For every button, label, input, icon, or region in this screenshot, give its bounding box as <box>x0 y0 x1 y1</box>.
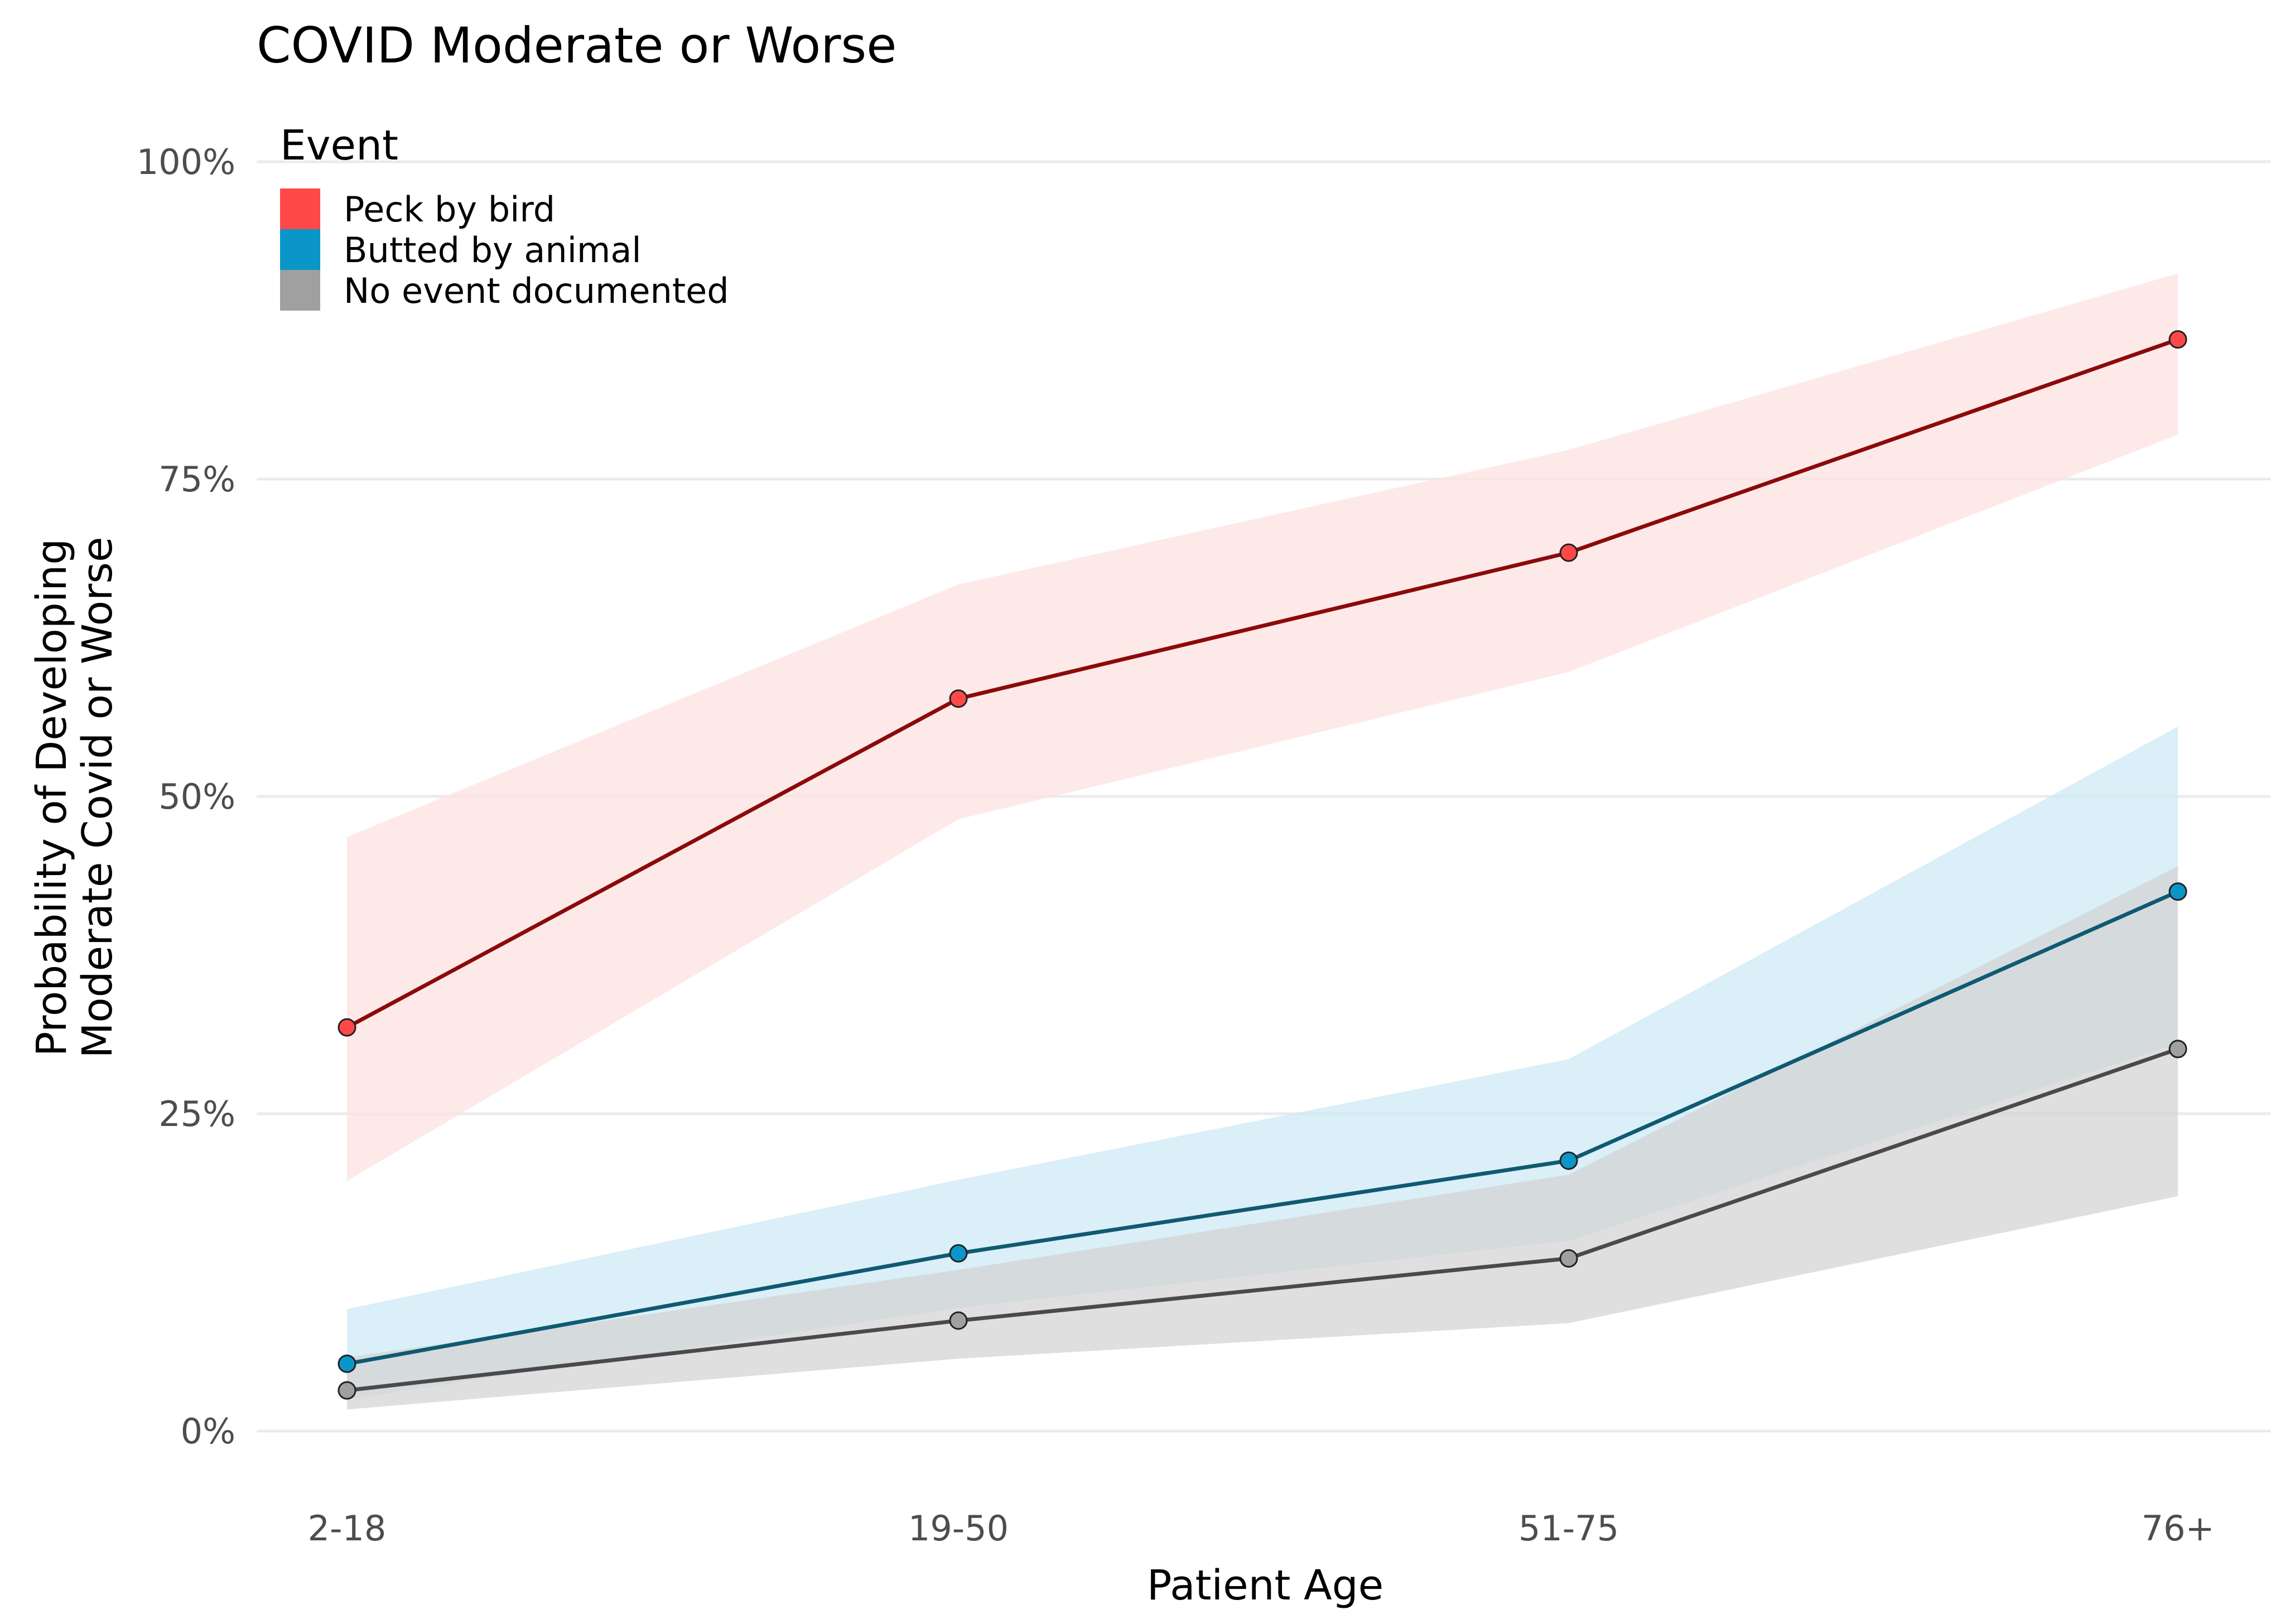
x-tick-label: 51-75 <box>1518 1508 1619 1549</box>
chart-title: COVID Moderate or Worse <box>257 17 896 74</box>
legend-key <box>280 229 320 270</box>
legend-title: Event <box>280 122 398 170</box>
series-line <box>346 890 2179 1366</box>
legend-label: Butted by animal <box>344 230 642 270</box>
legend-key <box>280 188 320 229</box>
data-point <box>338 1018 356 1037</box>
x-tick-label: 76+ <box>2142 1508 2215 1549</box>
x-tick-label: 2-18 <box>308 1508 387 1549</box>
y-axis-title: Probability of Developing Moderate Covid… <box>28 536 122 1058</box>
data-point <box>949 1311 968 1330</box>
confidence-band <box>347 866 2178 1410</box>
confidence-band <box>347 726 2178 1400</box>
y-tick-label: 25% <box>158 1094 235 1134</box>
y-axis-title-line-2: Moderate Covid or Worse <box>74 536 122 1058</box>
y-axis-title-line-1: Probability of Developing <box>28 539 76 1057</box>
data-point <box>338 1354 356 1373</box>
data-point <box>949 1244 968 1263</box>
y-tick-label: 0% <box>181 1411 235 1452</box>
series-line <box>346 1047 2179 1393</box>
legend-label: No event documented <box>344 270 729 311</box>
data-point <box>1559 1249 1578 1268</box>
data-point <box>2168 1040 2187 1058</box>
x-axis-ticks: 2-18 19-50 51-75 76+ <box>308 1508 2215 1549</box>
y-tick-label: 75% <box>158 459 235 500</box>
data-point <box>1559 543 1578 562</box>
x-tick-label: 19-50 <box>908 1508 1009 1549</box>
series-lines <box>346 337 2179 1393</box>
y-tick-label: 50% <box>158 776 235 817</box>
series-line <box>346 337 2179 1030</box>
data-point <box>2168 330 2187 349</box>
data-point <box>338 1381 356 1400</box>
data-point <box>949 689 968 708</box>
data-point <box>2168 882 2187 901</box>
legend-key <box>280 270 320 311</box>
confidence-bands <box>347 273 2178 1410</box>
y-axis-ticks: 0% 25% 50% 75% 100% <box>137 142 235 1452</box>
x-axis-title: Patient Age <box>1147 1562 1383 1610</box>
data-point <box>1559 1151 1578 1170</box>
legend-label: Peck by bird <box>344 189 555 230</box>
series-points <box>338 330 2187 1400</box>
y-tick-label: 100% <box>137 142 235 182</box>
